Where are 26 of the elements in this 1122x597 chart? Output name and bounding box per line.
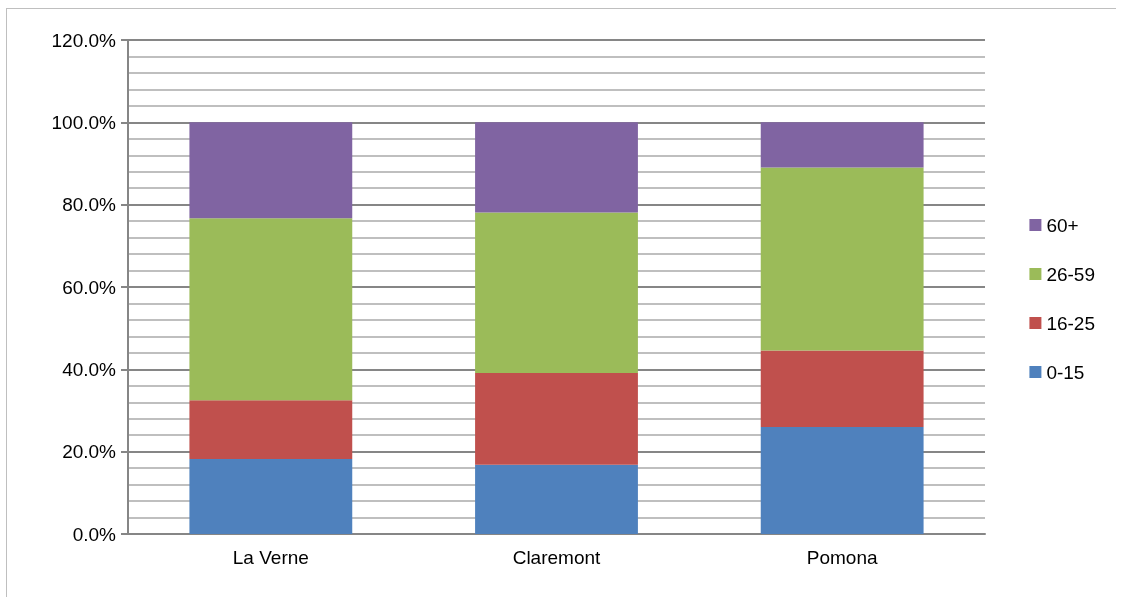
bar <box>189 122 353 219</box>
bar <box>189 459 353 534</box>
y-tick-label: 100.0% <box>51 111 117 133</box>
bar <box>760 167 924 351</box>
y-tick-label: 60.0% <box>62 276 117 298</box>
x-tick-label: Pomona <box>806 547 878 568</box>
bar <box>760 122 924 168</box>
legend-label: 60+ <box>1046 214 1079 236</box>
x-tick-label: Claremont <box>512 547 602 568</box>
y-tick-label: 80.0% <box>62 194 117 216</box>
y-tick-label: 40.0% <box>62 358 117 380</box>
legend-label: 0-15 <box>1046 361 1085 383</box>
bar <box>475 373 638 465</box>
bar <box>189 400 353 460</box>
bar <box>760 350 924 427</box>
x-tick-label: La Verne <box>232 547 309 568</box>
bar <box>189 218 353 401</box>
bar <box>475 212 638 374</box>
legend-label: 26-59 <box>1046 263 1096 285</box>
y-tick-label: 120.0% <box>51 29 117 51</box>
y-tick-label: 0.0% <box>72 523 117 545</box>
y-tick-label: 20.0% <box>62 441 117 463</box>
legend-label: 16-25 <box>1046 312 1096 334</box>
bar <box>760 426 924 534</box>
bar <box>475 122 638 213</box>
bar <box>475 464 638 534</box>
